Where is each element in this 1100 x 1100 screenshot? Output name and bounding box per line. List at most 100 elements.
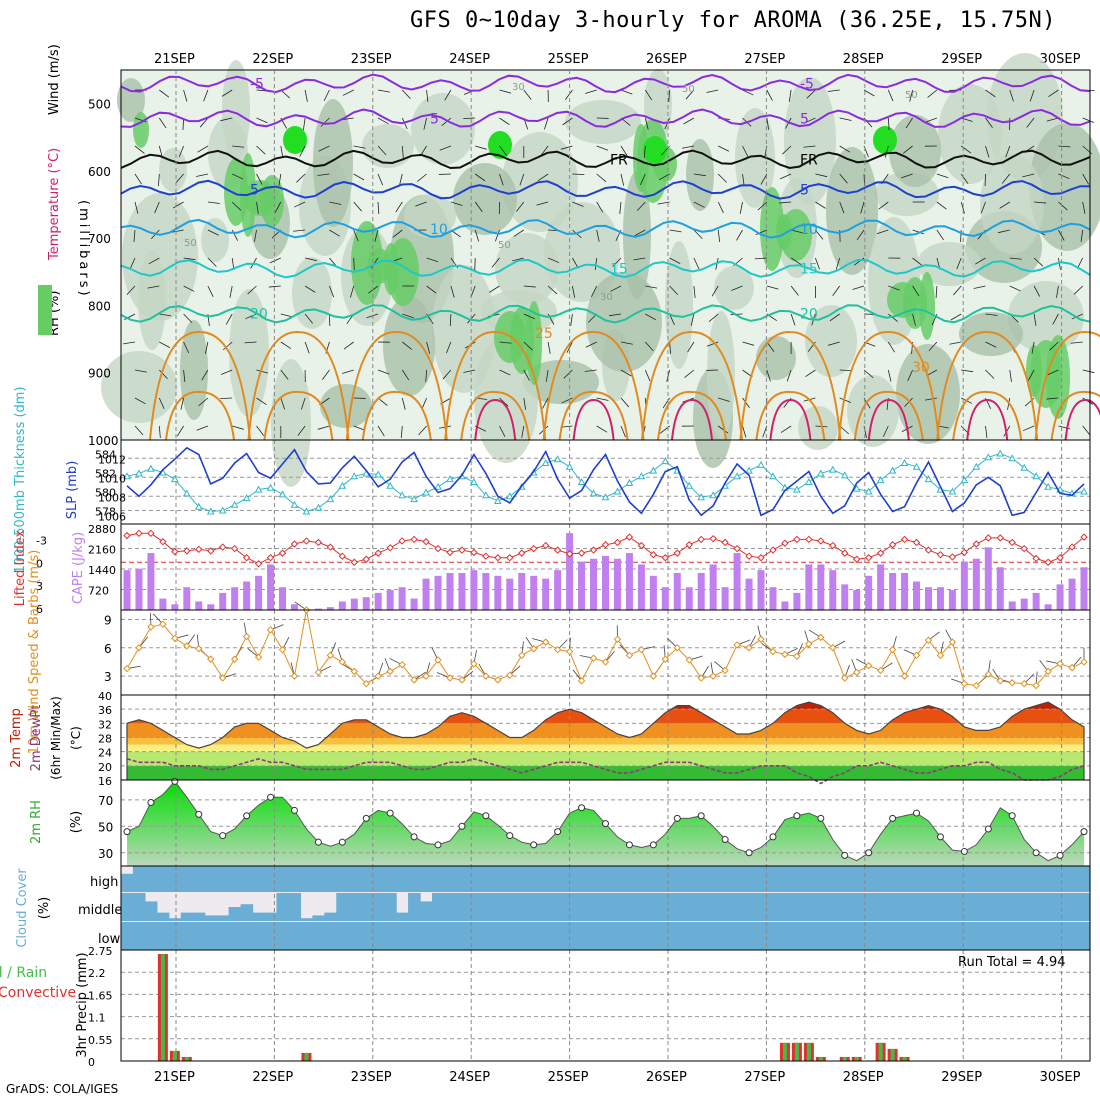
cape-bar	[1044, 604, 1052, 610]
temp-axis-label-1-group: 2m Temp	[9, 708, 24, 768]
cape-bar	[781, 601, 789, 610]
rh-shading	[271, 359, 311, 487]
cape-bar	[924, 587, 932, 610]
wind-barb	[766, 285, 779, 290]
wind-speed-point	[290, 672, 299, 680]
wind-barb	[1082, 117, 1094, 123]
wind-barb	[269, 257, 281, 264]
thickness-point	[876, 476, 885, 484]
cloud-bar	[204, 922, 218, 950]
cloud-bar	[1006, 893, 1019, 921]
wind-speed-point	[494, 676, 502, 684]
wind-barb	[449, 313, 452, 327]
temperature-contour-surface	[558, 390, 629, 441]
wind-barb	[180, 397, 184, 410]
thickness-point	[1032, 472, 1040, 480]
date-label-top: 24SEP	[449, 52, 490, 67]
contour-label: 15	[800, 261, 818, 277]
wind-barb	[907, 369, 913, 382]
cloud-bar	[1054, 922, 1067, 950]
wind-barb	[278, 173, 282, 186]
wind-barb	[645, 285, 658, 289]
wind-barb	[392, 229, 403, 238]
wind-barb	[790, 285, 799, 296]
lifted-index-point	[912, 538, 921, 547]
wind-speed-point	[745, 644, 753, 652]
cloud-bar	[539, 866, 553, 892]
cloud-bar	[360, 866, 373, 892]
wind-barb	[1034, 201, 1047, 204]
lifted-index-point	[518, 549, 526, 557]
wind-barb	[669, 257, 681, 264]
wind-barb	[158, 145, 163, 158]
rh-high-shading	[133, 112, 149, 148]
wind-barb	[301, 397, 306, 410]
thickness-point	[757, 460, 765, 468]
cloud-bar	[934, 922, 948, 950]
thickness-point	[242, 494, 251, 502]
wind-barb	[426, 285, 437, 294]
rh-point	[243, 812, 251, 820]
wind-barb	[658, 173, 670, 181]
wind-barb	[685, 89, 695, 100]
lifted-index-point	[673, 549, 681, 557]
cloud-bar	[288, 893, 302, 921]
cloud-bar	[719, 893, 732, 921]
wind-barb	[377, 369, 390, 375]
cloud-bar	[850, 922, 864, 950]
cloud-bar	[599, 866, 613, 892]
pressure-tick-label: 900	[88, 367, 111, 381]
cloud-bar	[623, 893, 636, 921]
rh-tick-label: 70	[98, 794, 113, 808]
cloud-bar	[599, 922, 613, 950]
wind-barb	[1029, 89, 1035, 102]
wind-barb	[1047, 369, 1059, 376]
wind-barb	[1033, 285, 1041, 297]
lifted-index-point	[637, 541, 646, 550]
cloud-bar	[826, 893, 840, 921]
temperature-contour-surface	[952, 390, 1023, 441]
cloud-bar	[1042, 922, 1055, 950]
cape-bar	[1056, 584, 1064, 610]
rh-shading	[847, 375, 899, 447]
wind-barb	[690, 313, 695, 326]
li-tick-label: 3	[36, 580, 43, 593]
contour-label: 15	[610, 261, 628, 277]
wind-barb	[566, 341, 573, 353]
cloud-bar	[754, 866, 768, 892]
wind-barb	[421, 397, 427, 410]
wind-barb	[523, 89, 532, 100]
wind-panel-frame	[120, 609, 1091, 696]
wind-barb	[159, 341, 171, 348]
thickness-point	[123, 472, 131, 480]
rh-shading	[1029, 123, 1100, 251]
lifted-index-point	[1056, 554, 1064, 562]
rh-unit-label-group: (%)	[69, 811, 84, 834]
temperature-contour-hot	[474, 398, 517, 441]
wind-barb	[645, 341, 654, 352]
wind-barb	[634, 229, 646, 236]
rh-shading	[404, 194, 456, 238]
wind-barb	[377, 425, 385, 437]
wind-barb	[353, 145, 366, 149]
lifted-index-point	[841, 549, 849, 557]
wind-barb	[742, 145, 749, 157]
wind-barb	[441, 117, 452, 127]
cloud-bar	[1030, 922, 1043, 950]
wind-speed-point	[757, 635, 765, 643]
wind-barb	[669, 285, 679, 296]
wind-speed-point	[434, 656, 442, 664]
wind-barb	[499, 145, 508, 156]
cloud-bar	[886, 922, 900, 950]
wind-barb	[644, 369, 651, 382]
wind-barb	[303, 117, 306, 130]
slp-tick-label: 1010	[98, 472, 126, 485]
rh-shading	[313, 99, 353, 227]
wind-barb	[304, 313, 313, 324]
wind-barb	[884, 145, 889, 158]
rh-high-shading	[351, 221, 383, 305]
rh-point	[936, 833, 944, 841]
cloud-bar	[431, 922, 445, 950]
cloud-bar	[707, 866, 720, 892]
contour-label: 5	[430, 111, 439, 127]
